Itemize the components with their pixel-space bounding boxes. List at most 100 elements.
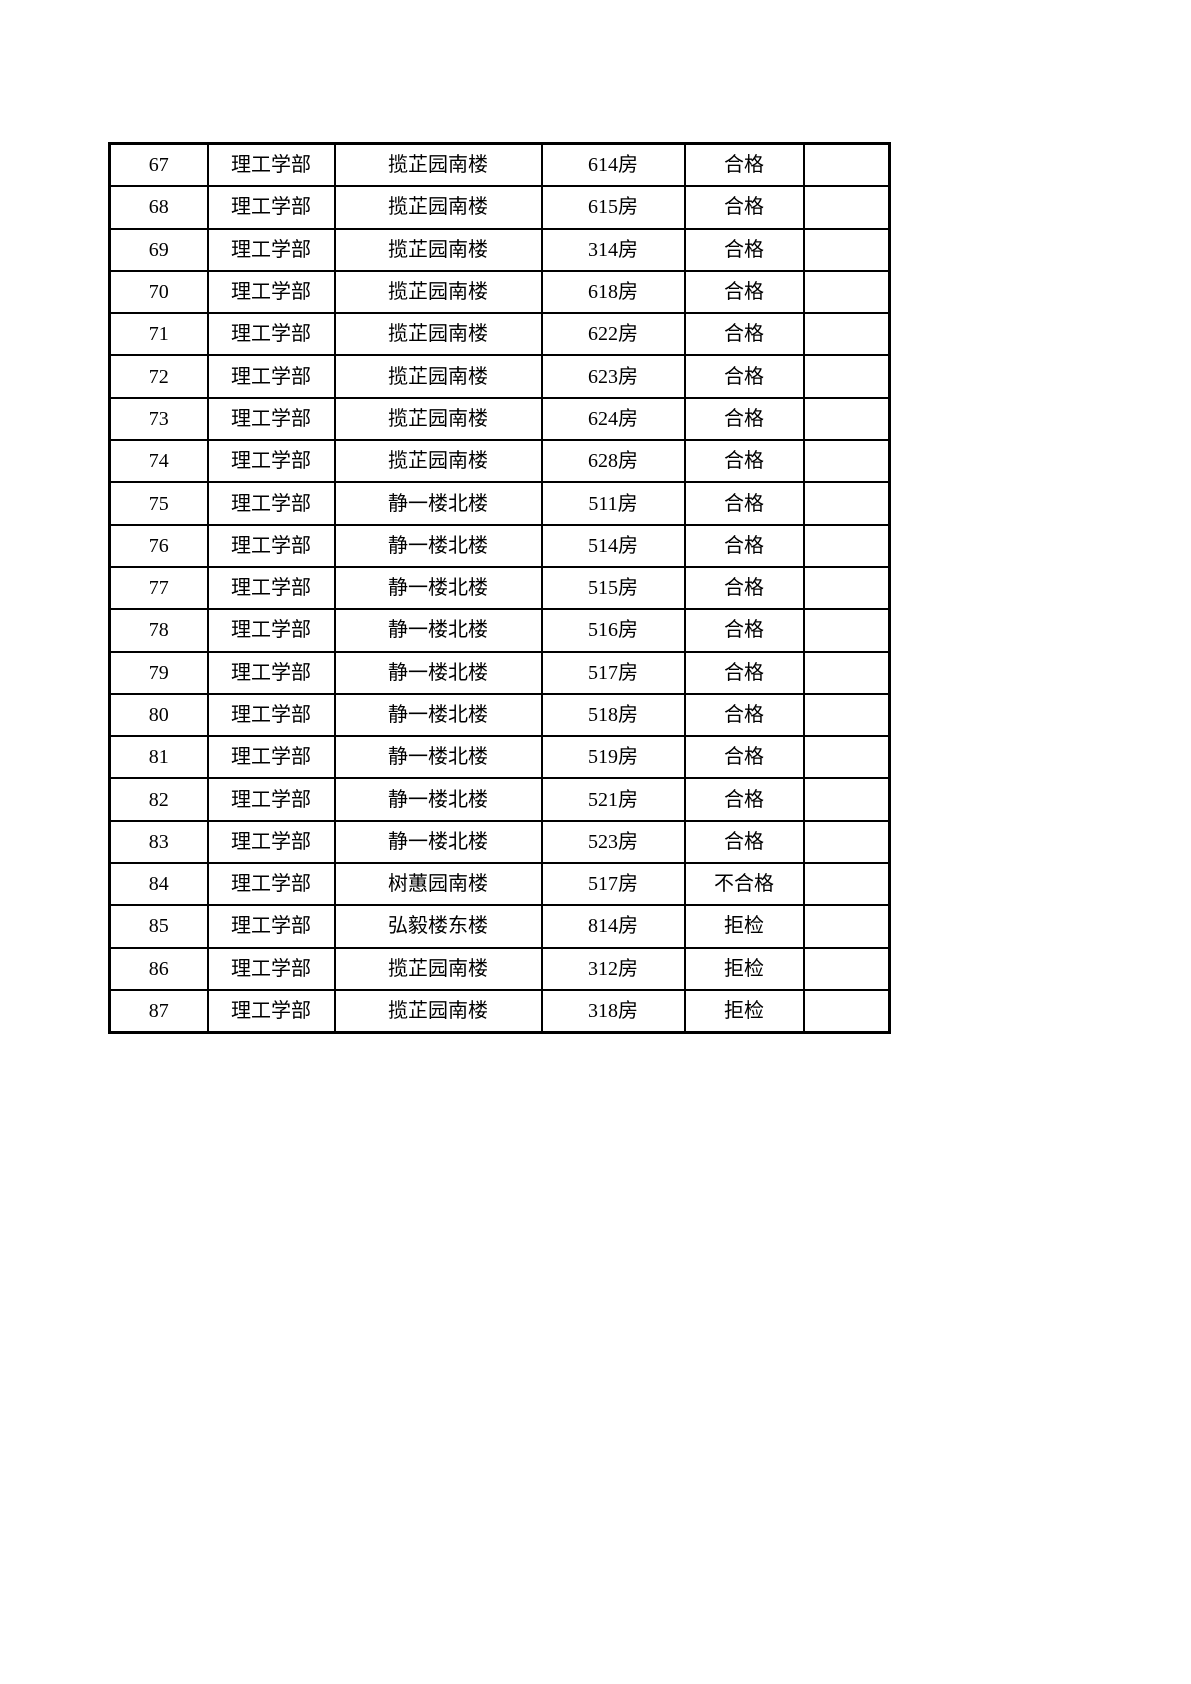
cell-row-number: 78	[108, 608, 209, 653]
cell-building: 树蕙园南楼	[333, 862, 543, 907]
cell-department: 理工学部	[206, 692, 336, 738]
cell-room: 514房	[540, 523, 686, 568]
cell-department: 理工学部	[206, 185, 336, 230]
cell-department: 理工学部	[206, 227, 336, 272]
cell-building: 揽芷园南楼	[333, 185, 543, 230]
cell-row-number: 80	[108, 692, 209, 738]
cell-room: 515房	[540, 565, 686, 611]
cell-room: 615房	[540, 185, 686, 230]
table-row: 83 理工学部 静一楼北楼 523房 合格	[108, 819, 891, 865]
cell-building: 揽芷园南楼	[333, 312, 543, 357]
table-row: 81 理工学部 静一楼北楼 519房 合格	[108, 735, 891, 780]
cell-inspection-result: 拒检	[683, 988, 805, 1034]
table-row: 85 理工学部 弘毅楼东楼 814房 拒检	[108, 904, 891, 949]
cell-room: 521房	[540, 777, 686, 822]
cell-inspection-result: 合格	[683, 735, 805, 780]
cell-row-number: 77	[108, 565, 209, 611]
cell-building: 静一楼北楼	[333, 735, 543, 780]
cell-inspection-result: 不合格	[683, 862, 805, 907]
cell-row-number: 87	[108, 988, 209, 1034]
cell-inspection-result: 合格	[683, 481, 805, 526]
cell-remark	[802, 692, 891, 738]
cell-room: 517房	[540, 862, 686, 907]
cell-inspection-result: 合格	[683, 396, 805, 442]
table-row: 76 理工学部 静一楼北楼 514房 合格	[108, 523, 891, 568]
cell-inspection-result: 合格	[683, 819, 805, 865]
cell-room: 523房	[540, 819, 686, 865]
table-row: 73 理工学部 揽芷园南楼 624房 合格	[108, 396, 891, 442]
cell-department: 理工学部	[206, 904, 336, 949]
cell-building: 揽芷园南楼	[333, 269, 543, 315]
cell-room: 618房	[540, 269, 686, 315]
cell-room: 624房	[540, 396, 686, 442]
cell-department: 理工学部	[206, 608, 336, 653]
cell-remark	[802, 439, 891, 484]
cell-row-number: 67	[108, 142, 209, 188]
table-row: 74 理工学部 揽芷园南楼 628房 合格	[108, 439, 891, 484]
cell-inspection-result: 合格	[683, 565, 805, 611]
cell-row-number: 76	[108, 523, 209, 568]
table-row: 77 理工学部 静一楼北楼 515房 合格	[108, 565, 891, 611]
cell-row-number: 83	[108, 819, 209, 865]
cell-room: 318房	[540, 988, 686, 1034]
cell-building: 弘毅楼东楼	[333, 904, 543, 949]
cell-inspection-result: 合格	[683, 142, 805, 188]
cell-department: 理工学部	[206, 862, 336, 907]
cell-inspection-result: 合格	[683, 185, 805, 230]
cell-building: 静一楼北楼	[333, 565, 543, 611]
table-row: 68 理工学部 揽芷园南楼 615房 合格	[108, 185, 891, 230]
cell-building: 静一楼北楼	[333, 481, 543, 526]
cell-building: 揽芷园南楼	[333, 946, 543, 991]
cell-inspection-result: 拒检	[683, 904, 805, 949]
cell-building: 揽芷园南楼	[333, 142, 543, 188]
cell-row-number: 74	[108, 439, 209, 484]
cell-building: 静一楼北楼	[333, 819, 543, 865]
cell-building: 揽芷园南楼	[333, 354, 543, 399]
cell-row-number: 70	[108, 269, 209, 315]
cell-room: 517房	[540, 650, 686, 695]
cell-remark	[802, 819, 891, 865]
cell-room: 516房	[540, 608, 686, 653]
cell-department: 理工学部	[206, 142, 336, 188]
cell-department: 理工学部	[206, 312, 336, 357]
cell-remark	[802, 777, 891, 822]
cell-inspection-result: 合格	[683, 777, 805, 822]
cell-remark	[802, 227, 891, 272]
cell-inspection-result: 合格	[683, 523, 805, 568]
cell-remark	[802, 946, 891, 991]
cell-room: 628房	[540, 439, 686, 484]
cell-row-number: 81	[108, 735, 209, 780]
table-row: 86 理工学部 揽芷园南楼 312房 拒检	[108, 946, 891, 991]
table-row: 71 理工学部 揽芷园南楼 622房 合格	[108, 312, 891, 357]
cell-room: 623房	[540, 354, 686, 399]
cell-inspection-result: 拒检	[683, 946, 805, 991]
cell-department: 理工学部	[206, 988, 336, 1034]
cell-inspection-result: 合格	[683, 692, 805, 738]
cell-inspection-result: 合格	[683, 650, 805, 695]
cell-remark	[802, 185, 891, 230]
cell-row-number: 84	[108, 862, 209, 907]
table-row: 67 理工学部 揽芷园南楼 614房 合格	[108, 142, 891, 188]
cell-building: 静一楼北楼	[333, 608, 543, 653]
table-row: 70 理工学部 揽芷园南楼 618房 合格	[108, 269, 891, 315]
cell-building: 揽芷园南楼	[333, 439, 543, 484]
cell-row-number: 72	[108, 354, 209, 399]
cell-room: 314房	[540, 227, 686, 272]
cell-row-number: 86	[108, 946, 209, 991]
cell-remark	[802, 396, 891, 442]
cell-department: 理工学部	[206, 269, 336, 315]
table-body: 67 理工学部 揽芷园南楼 614房 合格 68 理工学部 揽芷园南楼 615房…	[108, 142, 891, 1034]
cell-building: 揽芷园南楼	[333, 988, 543, 1034]
table-row: 84 理工学部 树蕙园南楼 517房 不合格	[108, 862, 891, 907]
cell-remark	[802, 523, 891, 568]
cell-remark	[802, 862, 891, 907]
cell-department: 理工学部	[206, 946, 336, 991]
cell-remark	[802, 608, 891, 653]
cell-department: 理工学部	[206, 777, 336, 822]
cell-row-number: 75	[108, 481, 209, 526]
cell-remark	[802, 904, 891, 949]
cell-remark	[802, 650, 891, 695]
cell-inspection-result: 合格	[683, 354, 805, 399]
cell-department: 理工学部	[206, 396, 336, 442]
cell-inspection-result: 合格	[683, 269, 805, 315]
